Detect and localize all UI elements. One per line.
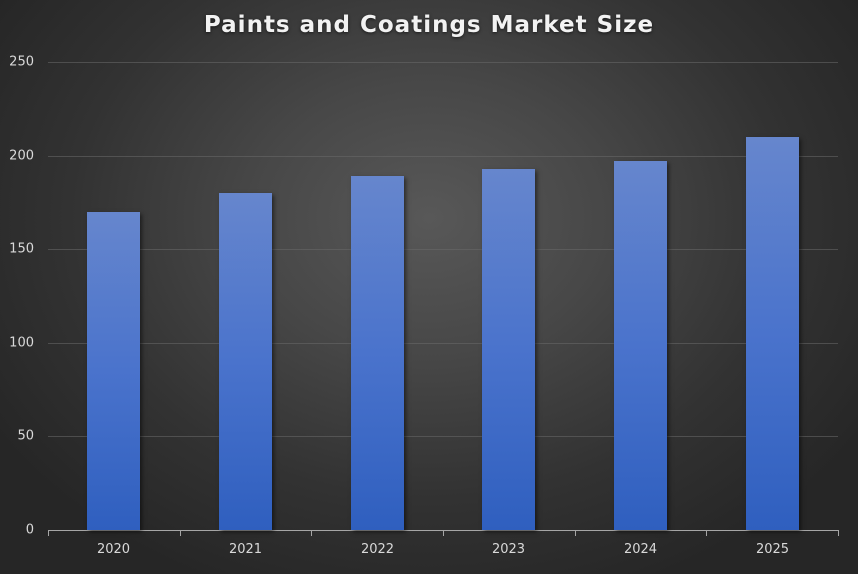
x-tick xyxy=(311,530,312,536)
y-tick-label: 50 xyxy=(17,428,34,444)
bar-2025 xyxy=(746,137,799,530)
chart-title: Paints and Coatings Market Size xyxy=(203,12,655,38)
gridline xyxy=(48,436,838,437)
bar-2023 xyxy=(482,169,535,530)
gridline xyxy=(48,343,838,344)
gridline xyxy=(48,156,838,157)
y-tick-label: 200 xyxy=(9,148,34,164)
x-tick xyxy=(180,530,181,536)
gridline xyxy=(48,62,838,63)
x-tick xyxy=(48,530,49,536)
x-tick xyxy=(838,530,839,536)
x-tick xyxy=(443,530,444,536)
bar-2024 xyxy=(614,161,667,530)
x-tick-label: 2020 xyxy=(96,542,131,557)
y-tick-label: 100 xyxy=(9,335,34,351)
x-tick xyxy=(706,530,707,536)
y-tick-label: 250 xyxy=(9,54,34,70)
y-tick-label: 0 xyxy=(25,522,34,538)
bar-2020 xyxy=(87,212,140,530)
x-tick-label: 2021 xyxy=(228,542,263,557)
y-tick-label: 150 xyxy=(9,241,34,257)
x-tick xyxy=(575,530,576,536)
x-tick-label: 2023 xyxy=(491,542,526,557)
gridline xyxy=(48,249,838,250)
x-tick-label: 2022 xyxy=(360,542,395,557)
bar-2021 xyxy=(219,193,272,530)
x-tick-label: 2024 xyxy=(623,542,658,557)
bar-2022 xyxy=(351,176,404,530)
x-tick-label: 2025 xyxy=(755,542,790,557)
